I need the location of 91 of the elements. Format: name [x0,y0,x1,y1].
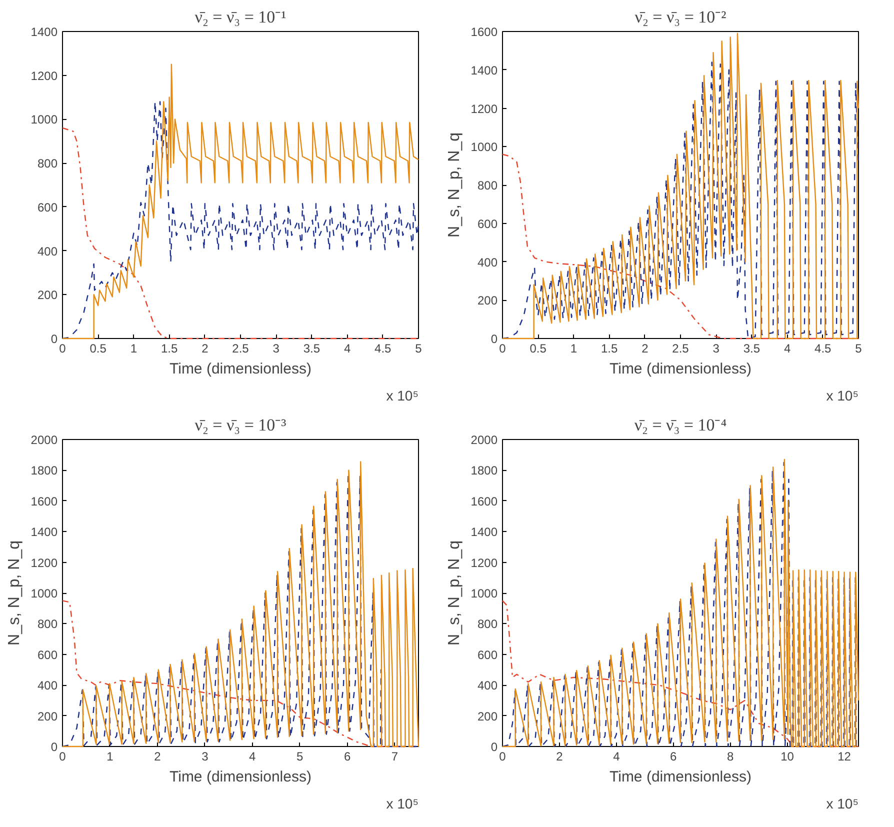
y-tick-label: 1200 [470,102,498,116]
y-tick-label: 0 [50,332,58,346]
x-tick-label: 3 [202,750,209,764]
x-tick-label: 4 [249,750,256,764]
text: x 10⁵ [386,796,418,812]
y-tick-label: 2000 [30,433,58,447]
y-tick-label: 1600 [30,494,58,508]
x-tick-label: 1 [106,750,114,764]
x-tick-label: 2 [202,342,209,356]
y-tick-label: 200 [477,709,498,724]
x-tick-label: 5 [296,750,304,764]
y-tick-label: 0 [50,740,58,754]
x-tick-label: 12 [838,750,852,764]
y-tick-label: 1000 [30,112,58,127]
y-tick-label: 400 [477,255,498,270]
y-tick-label: 1400 [30,25,58,39]
x-tick-label: 2.5 [232,342,250,356]
y-tick-label: 1800 [30,464,58,478]
y-tick-label: 400 [37,678,58,693]
y-tick-label: 600 [477,648,498,662]
x-tick-label: 10 [780,750,794,764]
y-tick-label: 1000 [470,586,498,600]
x-tick-label: 3.5 [303,342,320,356]
x-axis-title: Time (dimensionless) [610,768,752,786]
x-tick-label: 0 [59,750,66,764]
x-tick-label: 2 [154,750,162,764]
y-tick-label: 1000 [30,586,58,600]
y-tick-label: 1200 [470,556,498,570]
x-tick-label: 4.5 [374,342,392,356]
y-tick-label: 1000 [470,140,498,154]
y-axis-title: N_s, N_p, N_q [6,540,23,646]
x-tick-label: 5 [855,342,862,356]
y-tick-label: 1400 [470,525,498,540]
x-tick-label: 3.5 [743,342,760,356]
x-tick-label: 7 [391,750,398,764]
y-tick-label: 400 [37,244,58,258]
y-tick-label: 600 [37,200,58,214]
x-axis-title: Time (dimensionless) [170,768,312,786]
y-tick-label: 400 [477,678,498,693]
x-tick-label: 6 [344,750,351,764]
y-tick-label: 1200 [30,68,58,83]
x-tick-label: 1.5 [600,342,618,356]
chart-title: ν̄₂ = ν̄₃ = 10⁻¹ [194,8,286,26]
x-tick-label: 0 [499,750,506,764]
y-tick-label: 600 [37,648,58,662]
chart-title: ν̄₂ = ν̄₃ = 10⁻³ [194,416,286,434]
x-tick-label: 0.5 [530,342,547,356]
x-tick-label: 5 [415,342,422,356]
x-axis-title: Time (dimensionless) [610,360,752,378]
y-tick-label: 1400 [470,63,498,78]
y-axis-title: N_s, N_p, N_q [446,540,463,646]
x-tick-label: 0.5 [90,342,107,356]
x-tick-label: 2 [642,342,649,356]
text: x 10⁵ [826,388,858,404]
x-tick-label: 3 [272,342,280,356]
y-tick-label: 600 [477,216,498,231]
y-tick-label: 800 [477,617,498,632]
y-tick-label: 200 [37,288,58,302]
y-tick-label: 1600 [470,25,498,39]
y-tick-label: 800 [37,156,58,171]
x-tick-label: 4 [344,342,351,356]
text: x 10⁵ [826,796,858,812]
x-tick-label: 4 [613,750,620,764]
x-tick-label: 2 [556,750,564,764]
y-tick-label: 1600 [470,494,498,508]
x-tick-label: 2.5 [672,342,690,356]
y-tick-label: 0 [490,740,498,754]
x-tick-label: 1 [570,342,578,356]
x-axis-title: Time (dimensionless) [170,360,312,378]
x-tick-label: 4 [784,342,791,356]
chart-title: ν̄₂ = ν̄₃ = 10⁻⁴ [634,416,727,434]
y-tick-label: 1200 [30,556,58,570]
x-tick-label: 3 [712,342,720,356]
y-axis-title: N_s, N_p, N_q [446,132,463,238]
x-tick-label: 0 [59,342,66,356]
y-tick-label: 200 [37,709,58,724]
x-tick-label: 0 [499,342,506,356]
text: x 10⁵ [386,388,418,404]
x-tick-label: 4.5 [814,342,832,356]
y-tick-label: 2000 [470,433,498,447]
y-tick-label: 0 [490,332,498,346]
y-tick-label: 800 [37,617,58,632]
chart-title: ν̄₂ = ν̄₃ = 10⁻² [634,8,726,26]
y-tick-label: 800 [477,178,498,192]
y-tick-label: 1800 [470,464,498,478]
x-tick-label: 1.5 [160,342,178,356]
x-tick-label: 1 [130,342,138,356]
y-tick-label: 1400 [30,525,58,540]
x-tick-label: 8 [727,750,734,764]
x-tick-label: 6 [670,750,678,764]
y-tick-label: 200 [477,294,498,308]
